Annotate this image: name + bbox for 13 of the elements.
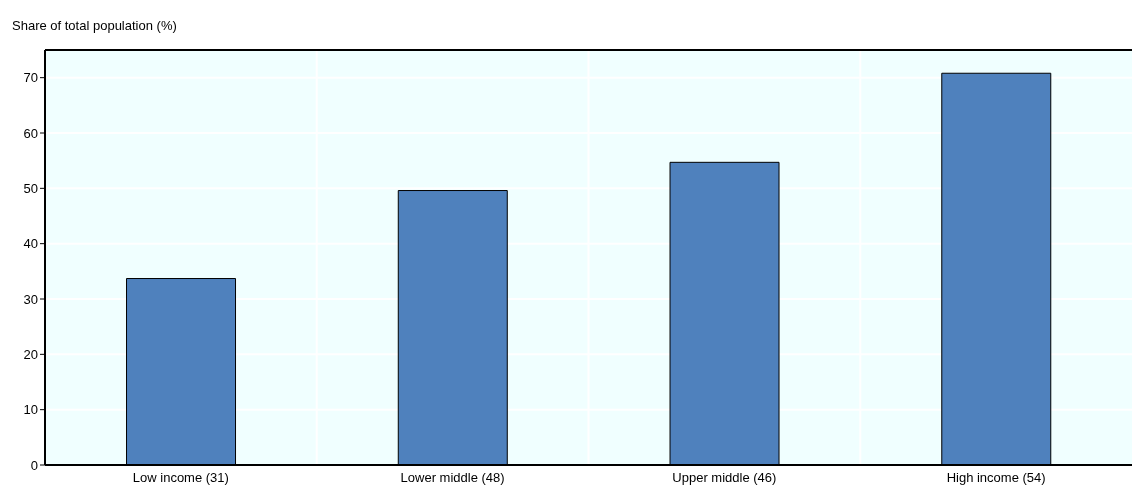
y-tick-label: 50 xyxy=(23,180,38,196)
y-tick-label: 20 xyxy=(23,346,38,362)
y-tick-label: 30 xyxy=(23,291,38,307)
x-tick-label: Lower middle (48) xyxy=(400,470,505,486)
y-axis-title: Share of total population (%) xyxy=(12,18,177,33)
x-tick-label: High income (54) xyxy=(946,470,1046,486)
y-tick-label: 0 xyxy=(30,457,38,473)
y-tick-label: 10 xyxy=(23,402,38,418)
x-tick-label: Low income (31) xyxy=(132,470,229,486)
y-tick-label: 60 xyxy=(23,125,38,141)
y-tick-label: 40 xyxy=(23,236,38,252)
x-tick-label: Upper middle (46) xyxy=(672,470,777,486)
y-tick-label: 70 xyxy=(23,70,38,86)
